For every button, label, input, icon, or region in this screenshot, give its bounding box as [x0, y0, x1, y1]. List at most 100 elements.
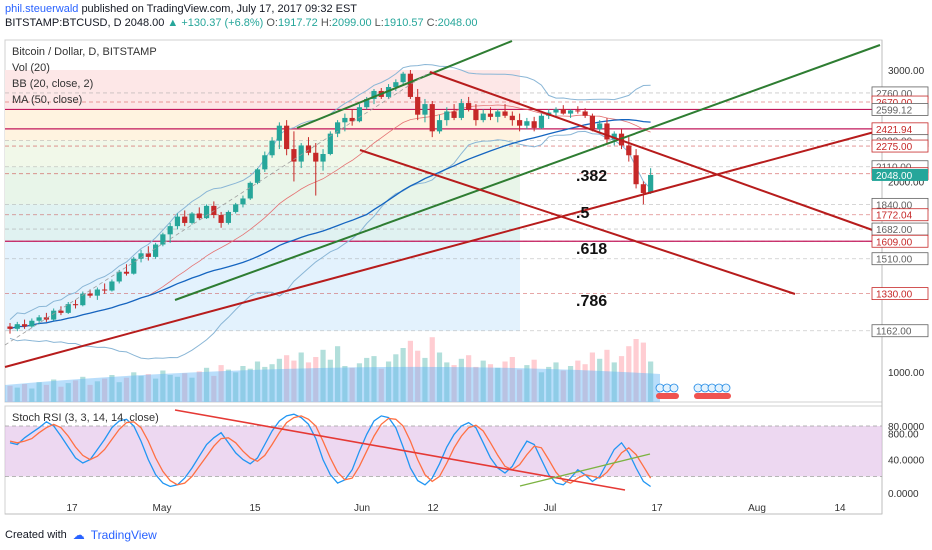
volume-bar: [138, 375, 144, 402]
price-level-label: 2275.00: [876, 142, 913, 153]
volume-series: [5, 337, 660, 402]
publish-text: published on TradingView.com, July 17, 2…: [81, 3, 358, 15]
stoch-d-line: [9, 415, 652, 486]
indicator-vol[interactable]: Vol (20): [12, 62, 50, 74]
volume-bar: [233, 372, 239, 402]
chart-title[interactable]: Bitcoin / Dollar, D, BITSTAMP: [12, 46, 157, 58]
price-level-box: [871, 234, 929, 248]
volume-bar: [160, 370, 166, 402]
volume-bar: [21, 384, 28, 402]
volume-bar: [648, 361, 654, 402]
candle-body: [524, 121, 530, 126]
candle-body: [72, 304, 79, 306]
fib-retracement-zones: [5, 70, 520, 331]
volume-bar: [109, 375, 115, 402]
candle-body: [87, 293, 93, 296]
candle-body: [451, 111, 457, 118]
volume-bar: [335, 346, 341, 402]
volume-bar: [298, 352, 304, 402]
candle-body: [29, 320, 35, 327]
volume-bar: [509, 357, 515, 402]
volume-bar: [51, 379, 57, 402]
event-flags[interactable]: [655, 383, 731, 399]
candle-body: [313, 152, 319, 162]
volume-bar: [364, 357, 370, 402]
volume-ma-area: [5, 366, 660, 402]
volume-bar: [349, 367, 355, 402]
volume-bar: [480, 360, 486, 402]
flag-ribbon-icon: [656, 393, 679, 399]
volume-bar: [444, 362, 450, 402]
candle-body: [597, 123, 603, 130]
volume-bar: [487, 364, 494, 402]
volume-bar: [65, 383, 71, 402]
indicator-ma[interactable]: MA (50, close): [12, 94, 83, 106]
author-link[interactable]: phil.steuerwald: [5, 3, 79, 15]
candle-body: [21, 324, 28, 327]
candle-body: [123, 271, 130, 274]
grid: [5, 92, 882, 332]
candle-body: [36, 317, 42, 321]
open-value: 1917.72: [278, 17, 318, 29]
candle-body: [429, 104, 435, 132]
red-support-trendline: [4, 130, 879, 368]
indicator-bb[interactable]: BB (20, close, 2): [12, 78, 94, 90]
volume-bar: [618, 356, 625, 402]
volume-bar: [269, 364, 275, 402]
price-level-label: 1609.00: [876, 237, 913, 248]
stoch-rsi-series: 80.0000 40.0000 0.0000: [5, 409, 925, 500]
price-axis: 3000.002000.001000.00800.002760.002670.0…: [871, 66, 929, 440]
time-tick-label: Jul: [544, 503, 557, 514]
volume-bar: [458, 358, 464, 402]
candle-body: [356, 107, 363, 122]
price-tick-label: 3000.00: [888, 66, 925, 77]
volume-bar: [538, 372, 545, 402]
candle-body: [509, 115, 515, 121]
volume-bar: [502, 361, 508, 402]
candle-body: [131, 258, 137, 274]
candle-body: [196, 213, 202, 219]
volume-bar: [567, 366, 574, 402]
fib-label-3: .786: [576, 293, 607, 310]
candle-body: [364, 98, 370, 108]
volume-bar: [342, 366, 348, 402]
fib-diagonal-line: [4, 71, 431, 346]
volume-bar: [87, 384, 93, 402]
trendlines[interactable]: [4, 40, 881, 368]
red-channel-bottom-trendline: [359, 149, 796, 295]
volume-bar: [196, 371, 202, 402]
candle-body: [349, 117, 355, 122]
candle-body: [182, 216, 188, 223]
tradingview-brand[interactable]: TradingView: [90, 528, 157, 542]
candle-body: [320, 154, 326, 162]
volume-bar: [262, 366, 268, 402]
volume-bar: [560, 370, 566, 402]
fib-zone-4: [5, 204, 520, 242]
last-price: 2048.00: [124, 17, 165, 29]
candle-body: [189, 213, 195, 223]
stoch-support-trendline: [519, 453, 651, 487]
candle-body: [538, 115, 545, 128]
price-level-label: 1772.04: [876, 211, 913, 222]
candle-body: [138, 253, 144, 259]
indicator-stoch-rsi[interactable]: Stoch RSI (3, 3, 14, 14, close): [12, 412, 159, 424]
tradingview-logo-icon[interactable]: ☁: [72, 528, 85, 542]
candle-body: [495, 111, 501, 117]
high-value: 2099.00: [331, 17, 372, 29]
volume-bar: [327, 359, 333, 402]
volume-bar: [123, 377, 130, 402]
volume-bar: [14, 387, 20, 402]
candle-body: [575, 110, 581, 112]
candle-body: [291, 149, 297, 162]
footer: Created with ☁ TradingView: [5, 528, 157, 542]
close-value: 2048.00: [437, 17, 478, 29]
candle-body: [473, 109, 479, 121]
fib-label-0: .382: [576, 168, 607, 185]
candle-body: [218, 215, 224, 223]
symbol-label[interactable]: BITSTAMP:BTCUSD, D: [5, 17, 122, 29]
volume-bar: [575, 360, 581, 402]
candle-body: [633, 155, 639, 185]
candle-body: [58, 310, 64, 313]
volume-bar: [407, 340, 413, 402]
